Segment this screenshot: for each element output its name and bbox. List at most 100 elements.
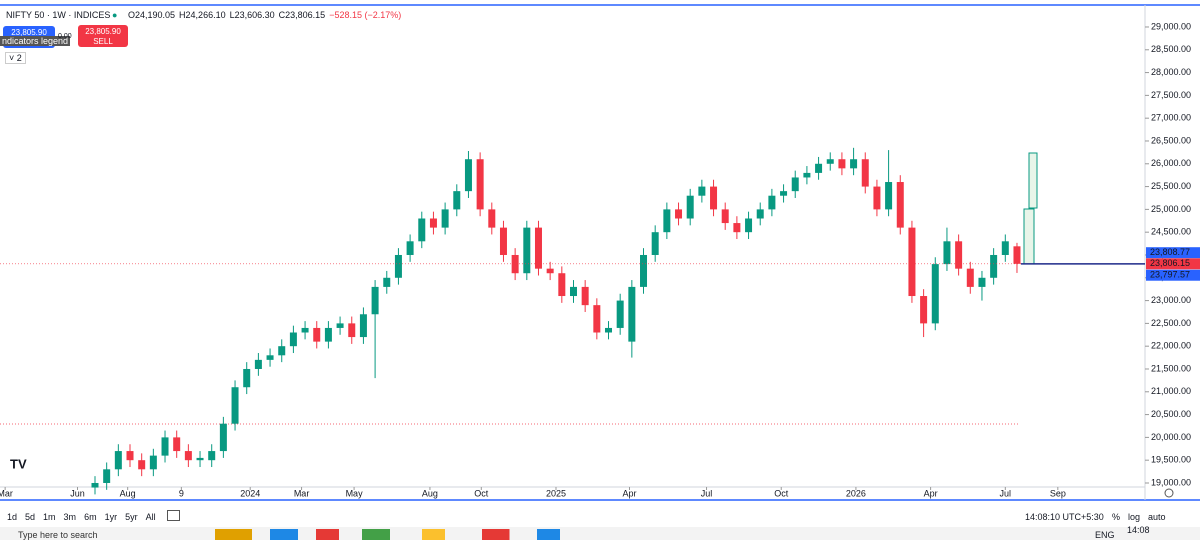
candle-body — [138, 460, 146, 470]
y-tick-label: 25,000.00 — [1151, 204, 1191, 214]
x-tick-label: 2025 — [546, 488, 566, 498]
candle-body — [803, 172, 811, 178]
candle-body — [780, 191, 788, 196]
candle-body — [733, 223, 741, 233]
status-dot: ● — [112, 10, 118, 20]
candle-body — [1013, 246, 1021, 264]
candle-body — [850, 159, 858, 169]
candle-body — [196, 457, 204, 461]
candle-body — [464, 159, 472, 192]
candle-body — [826, 159, 834, 164]
collapse-button[interactable]: ˅ 2 — [5, 52, 26, 64]
candle-body — [126, 451, 134, 461]
range-button[interactable]: 3m — [63, 512, 77, 522]
y-tick-label: 22,000.00 — [1151, 341, 1191, 351]
taskbar-icons[interactable] — [215, 529, 675, 540]
candle-body — [371, 286, 379, 315]
candle-body — [745, 218, 753, 233]
candle-body — [359, 314, 367, 338]
candle-body — [710, 186, 718, 210]
candle-body — [499, 227, 507, 255]
scale-option[interactable]: log — [1128, 512, 1141, 522]
y-tick-label: 29,000.00 — [1151, 21, 1191, 31]
range-button[interactable]: 1m — [43, 512, 56, 522]
y-tick-label: 20,500.00 — [1151, 409, 1191, 419]
candle-body — [558, 273, 566, 297]
candle-body — [593, 305, 601, 333]
candle-body — [476, 159, 484, 210]
candle-body — [114, 451, 122, 470]
candle-body — [885, 182, 893, 210]
x-tick-label: Apr — [623, 488, 637, 498]
y-tick-label: 27,000.00 — [1151, 113, 1191, 123]
candle-body — [873, 186, 881, 210]
candle-body — [663, 209, 671, 233]
candle-body — [931, 264, 939, 324]
y-tick-label: 24,500.00 — [1151, 227, 1191, 237]
tooltip: ndicators legend — [0, 36, 71, 46]
candle-body — [721, 209, 729, 224]
candle-body — [394, 254, 402, 278]
candle-body — [324, 327, 332, 342]
buy-price: 23,805.90 — [11, 28, 47, 37]
time: 14:08 — [1127, 525, 1150, 535]
x-tick-label: Mar — [0, 488, 13, 498]
range-button[interactable]: 5yr — [125, 512, 138, 522]
candle-body — [243, 368, 251, 388]
candle-body — [336, 323, 344, 328]
candle-body — [301, 327, 309, 333]
language: ENG — [1095, 530, 1115, 540]
candle-body — [686, 195, 694, 219]
range-button[interactable]: 1yr — [104, 512, 118, 522]
sell-button[interactable]: 23,805.90 SELL — [78, 25, 128, 47]
range-bar: 1d 5d 1m 3m 6m 1yr 5yr All — [7, 512, 164, 522]
candle-body — [943, 241, 951, 265]
scale-option[interactable]: auto — [1148, 512, 1166, 522]
candle-body — [289, 332, 297, 347]
candle-body — [173, 437, 181, 452]
x-tick-label: Aug — [422, 488, 438, 498]
candle-body — [920, 296, 928, 324]
x-tick-label: Apr — [924, 488, 938, 498]
range-button[interactable]: 1d — [7, 512, 18, 522]
candle-body — [231, 387, 239, 424]
price-label: 23,806.15 — [1150, 258, 1190, 268]
collapse-count: 2 — [16, 53, 22, 63]
y-tick-label: 20,000.00 — [1151, 432, 1191, 442]
x-tick-label: Jul — [1000, 488, 1012, 498]
candle-body — [488, 209, 496, 228]
y-tick-label: 21,000.00 — [1151, 386, 1191, 396]
candle-body — [278, 346, 286, 356]
candle-body — [861, 159, 869, 187]
candle-body — [791, 177, 799, 192]
y-tick-label: 21,500.00 — [1151, 363, 1191, 373]
calendar-icon[interactable] — [167, 510, 180, 521]
scale-option[interactable]: % — [1112, 512, 1121, 522]
ohlc: O24,190.05 H24,266.10 L23,606.30 C23,806.15… — [128, 10, 405, 20]
candle-body — [149, 455, 157, 470]
candle-body — [675, 209, 683, 219]
candle-body — [383, 277, 391, 287]
y-tick-label: 28,000.00 — [1151, 67, 1191, 77]
ohlc-value: O24,190.05 — [128, 10, 176, 20]
candle-body — [266, 355, 274, 360]
price-label-box — [1146, 247, 1200, 259]
x-tick-label: Aug — [120, 488, 136, 498]
candle-body — [651, 232, 659, 255]
ohlc-value: −528.15 (−2.17%) — [329, 10, 402, 20]
range-button[interactable]: All — [145, 512, 156, 522]
search-box[interactable]: Type here to search — [18, 530, 98, 540]
sell-price: 23,805.90 — [85, 27, 121, 36]
logo: TV — [10, 456, 27, 471]
candle-body — [441, 209, 449, 228]
range-button[interactable]: 6m — [84, 512, 97, 522]
settings-icon[interactable] — [1164, 488, 1174, 498]
range-button[interactable]: 5d — [25, 512, 36, 522]
x-tick-label: Oct — [774, 488, 789, 498]
candle-body — [91, 482, 99, 488]
candle-body — [511, 254, 519, 274]
price-label: 23,797.57 — [1150, 270, 1190, 280]
ohlc-value: C23,806.15 — [278, 10, 326, 20]
y-tick-label: 28,500.00 — [1151, 44, 1191, 54]
